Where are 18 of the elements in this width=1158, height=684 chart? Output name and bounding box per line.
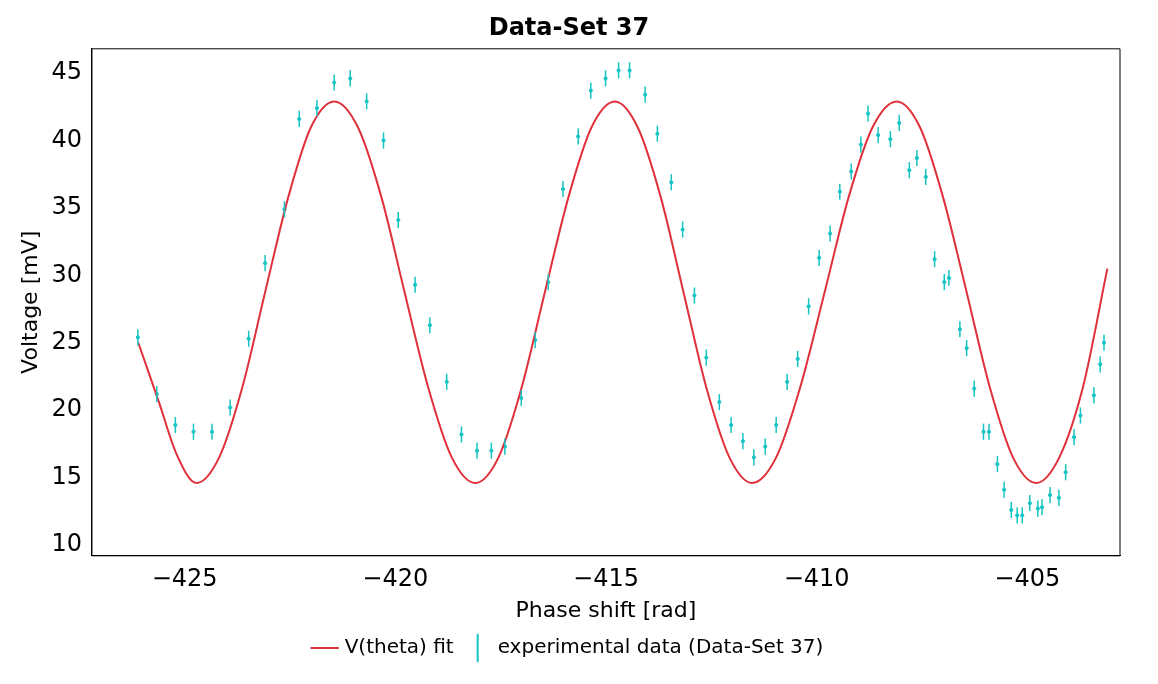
y-tick-label: 30 bbox=[51, 259, 82, 288]
y-axis-title: Voltage [mV] bbox=[16, 230, 42, 374]
x-tick-label: −405 bbox=[994, 564, 1061, 593]
y-tick-label: 35 bbox=[51, 192, 82, 221]
chart-title: Data-Set 37 bbox=[488, 12, 650, 41]
y-tick-label: 15 bbox=[51, 461, 82, 490]
x-tick-label: −410 bbox=[783, 564, 850, 593]
y-tick-label: 10 bbox=[51, 529, 82, 558]
x-tick-label: −420 bbox=[362, 564, 429, 593]
legend-label: V(theta) fit bbox=[344, 634, 454, 659]
y-tick-label: 40 bbox=[51, 124, 82, 153]
x-axis-title: Phase shift [rad] bbox=[515, 596, 697, 622]
y-tick-label: 25 bbox=[51, 326, 82, 355]
legend-label: experimental data (Data-Set 37) bbox=[497, 634, 824, 659]
x-tick-label: −425 bbox=[151, 564, 218, 593]
y-tick-label: 45 bbox=[51, 57, 82, 86]
y-tick-label: 20 bbox=[51, 394, 82, 423]
x-tick-label: −415 bbox=[573, 564, 639, 593]
